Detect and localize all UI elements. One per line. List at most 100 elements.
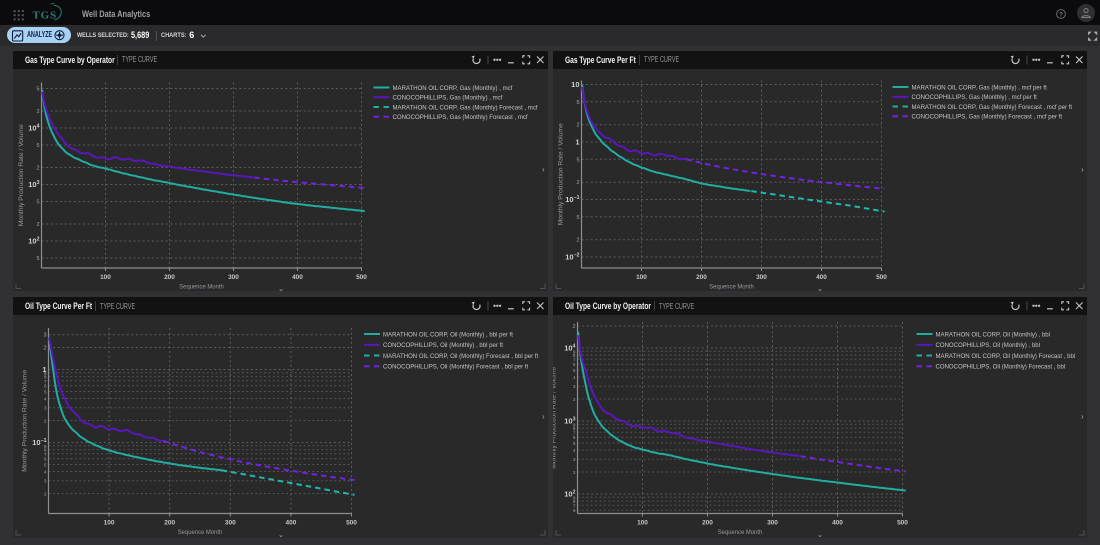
svg-text:10−1: 10−1 <box>32 438 46 447</box>
svg-text:MARATHON OIL CORP, Gas (Monthl: MARATHON OIL CORP, Gas (Monthly) , mcf <box>393 85 513 91</box>
svg-text:Monthly Production Rate / Volu: Monthly Production Rate / Volume <box>558 122 565 224</box>
svg-text:?: ? <box>1059 12 1063 19</box>
svg-text:8: 8 <box>573 499 576 504</box>
svg-text:5: 5 <box>573 441 576 446</box>
svg-text:›: › <box>1081 165 1084 174</box>
svg-text:Sequence Month: Sequence Month <box>179 283 224 290</box>
svg-text:500: 500 <box>356 274 367 281</box>
svg-text:6: 6 <box>44 384 47 389</box>
svg-text:CONOCOPHILLIPS, Oil (Monthly): CONOCOPHILLIPS, Oil (Monthly) Forecast ,… <box>936 365 1066 371</box>
svg-text:2: 2 <box>576 180 579 186</box>
svg-text:Sequence Month: Sequence Month <box>718 529 763 536</box>
svg-text:103: 103 <box>564 417 575 426</box>
svg-text:MARATHON OIL CORP, Gas (Monthl: MARATHON OIL CORP, Gas (Monthly) , mcf p… <box>912 85 1048 91</box>
svg-text:2: 2 <box>36 109 39 115</box>
svg-text:100: 100 <box>637 520 648 527</box>
svg-text:2: 2 <box>576 122 579 128</box>
svg-text:400: 400 <box>292 274 303 281</box>
svg-text:9: 9 <box>44 444 47 449</box>
svg-text:10−1: 10−1 <box>565 195 579 204</box>
svg-text:MARATHON OIL CORP, Oil (Monthl: MARATHON OIL CORP, Oil (Monthly) Forecas… <box>383 354 538 360</box>
svg-text:400: 400 <box>816 274 827 281</box>
svg-text:CONOCOPHILLIPS, Gas (Monthly): CONOCOPHILLIPS, Gas (Monthly) Forecast ,… <box>393 115 528 121</box>
svg-text:2: 2 <box>573 470 576 475</box>
svg-text:2: 2 <box>572 324 575 330</box>
svg-text:CONOCOPHILLIPS, Oil (Monthly): CONOCOPHILLIPS, Oil (Monthly) , bbl per … <box>383 343 503 349</box>
svg-text:8: 8 <box>573 426 576 431</box>
svg-text:10−2: 10−2 <box>565 252 579 261</box>
svg-text:6: 6 <box>573 508 576 513</box>
svg-text:102: 102 <box>28 236 39 245</box>
svg-text:⌄: ⌄ <box>817 286 823 292</box>
svg-text:5: 5 <box>576 214 579 220</box>
svg-text:Monthly Production Rate / Volu: Monthly Production Rate / Volume <box>22 369 29 471</box>
svg-text:2: 2 <box>43 346 46 352</box>
svg-text:⌄: ⌄ <box>817 532 823 538</box>
svg-text:3: 3 <box>44 479 47 484</box>
svg-text:Monthly Production Rate / Volu: Monthly Production Rate / Volume <box>553 366 558 468</box>
svg-text:8: 8 <box>44 375 47 380</box>
svg-text:5: 5 <box>36 199 39 205</box>
svg-text:3: 3 <box>43 333 46 339</box>
svg-text:TGS: TGS <box>33 9 57 21</box>
svg-text:5: 5 <box>36 256 39 262</box>
svg-text:5: 5 <box>36 86 39 92</box>
svg-text:100: 100 <box>104 520 115 527</box>
svg-text:7: 7 <box>573 357 576 362</box>
svg-text:3: 3 <box>573 384 576 389</box>
svg-text:4: 4 <box>573 448 576 453</box>
svg-text:5: 5 <box>36 143 39 149</box>
svg-text:200: 200 <box>696 274 707 281</box>
svg-text:7: 7 <box>573 503 576 508</box>
svg-text:›: › <box>1081 412 1084 421</box>
svg-text:400: 400 <box>832 520 843 527</box>
svg-text:300: 300 <box>228 274 239 281</box>
svg-text:7: 7 <box>573 430 576 435</box>
svg-text:500: 500 <box>876 274 887 281</box>
svg-text:3: 3 <box>573 457 576 462</box>
svg-text:300: 300 <box>225 520 236 527</box>
svg-text:2: 2 <box>576 237 579 243</box>
svg-text:100: 100 <box>100 274 111 281</box>
svg-text:8: 8 <box>573 353 576 358</box>
svg-text:104: 104 <box>28 123 39 132</box>
svg-text:8: 8 <box>44 448 47 453</box>
svg-text:102: 102 <box>564 490 575 499</box>
svg-text:200: 200 <box>164 274 175 281</box>
svg-text:5: 5 <box>576 99 579 105</box>
svg-text:9: 9 <box>44 371 47 376</box>
svg-text:6: 6 <box>573 435 576 440</box>
svg-text:MARATHON OIL CORP, Gas (Monthl: MARATHON OIL CORP, Gas (Monthly) Forecas… <box>912 104 1073 110</box>
svg-text:2: 2 <box>44 492 47 497</box>
svg-text:2: 2 <box>573 397 576 402</box>
svg-text:6: 6 <box>573 362 576 367</box>
svg-text:Sequence Month: Sequence Month <box>709 283 754 290</box>
svg-text:2: 2 <box>36 165 39 171</box>
svg-text:4: 4 <box>573 375 576 380</box>
svg-text:CONOCOPHILLIPS, Gas (Monthly): CONOCOPHILLIPS, Gas (Monthly) , mcf <box>393 95 503 101</box>
svg-text:CONOCOPHILLIPS, Oil (Monthly): CONOCOPHILLIPS, Oil (Monthly) , bbl <box>936 343 1041 349</box>
svg-text:CONOCOPHILLIPS, Oil (Monthly): CONOCOPHILLIPS, Oil (Monthly) Forecast ,… <box>383 365 528 371</box>
svg-text:5: 5 <box>44 463 47 468</box>
svg-text:9: 9 <box>573 422 576 427</box>
svg-text:4: 4 <box>44 470 47 475</box>
svg-text:5: 5 <box>44 390 47 395</box>
svg-text:Sequence Month: Sequence Month <box>178 529 223 536</box>
svg-text:MARATHON OIL CORP, Gas (Monthl: MARATHON OIL CORP, Gas (Monthly) Forecas… <box>393 105 538 111</box>
svg-text:300: 300 <box>767 520 778 527</box>
svg-text:⌄: ⌄ <box>278 532 284 538</box>
svg-text:5: 5 <box>573 368 576 373</box>
svg-text:MARATHON OIL CORP, Oil (Monthl: MARATHON OIL CORP, Oil (Monthly) Forecas… <box>936 354 1076 360</box>
svg-text:2: 2 <box>36 222 39 228</box>
svg-text:104: 104 <box>564 344 575 353</box>
svg-text:CONOCOPHILLIPS, Gas (Monthly): CONOCOPHILLIPS, Gas (Monthly) Forecast ,… <box>912 114 1063 120</box>
svg-text:MARATHON OIL CORP, Oil (Monthl: MARATHON OIL CORP, Oil (Monthly) , bbl <box>936 332 1050 338</box>
svg-text:7: 7 <box>44 452 47 457</box>
svg-text:9: 9 <box>573 349 576 354</box>
svg-text:CONOCOPHILLIPS, Gas (Monthly): CONOCOPHILLIPS, Gas (Monthly) , mcf per … <box>912 95 1038 101</box>
svg-text:›: › <box>542 165 545 174</box>
svg-text:3: 3 <box>44 406 47 411</box>
svg-text:200: 200 <box>164 520 175 527</box>
svg-text:500: 500 <box>897 520 908 527</box>
svg-text:5: 5 <box>576 157 579 163</box>
